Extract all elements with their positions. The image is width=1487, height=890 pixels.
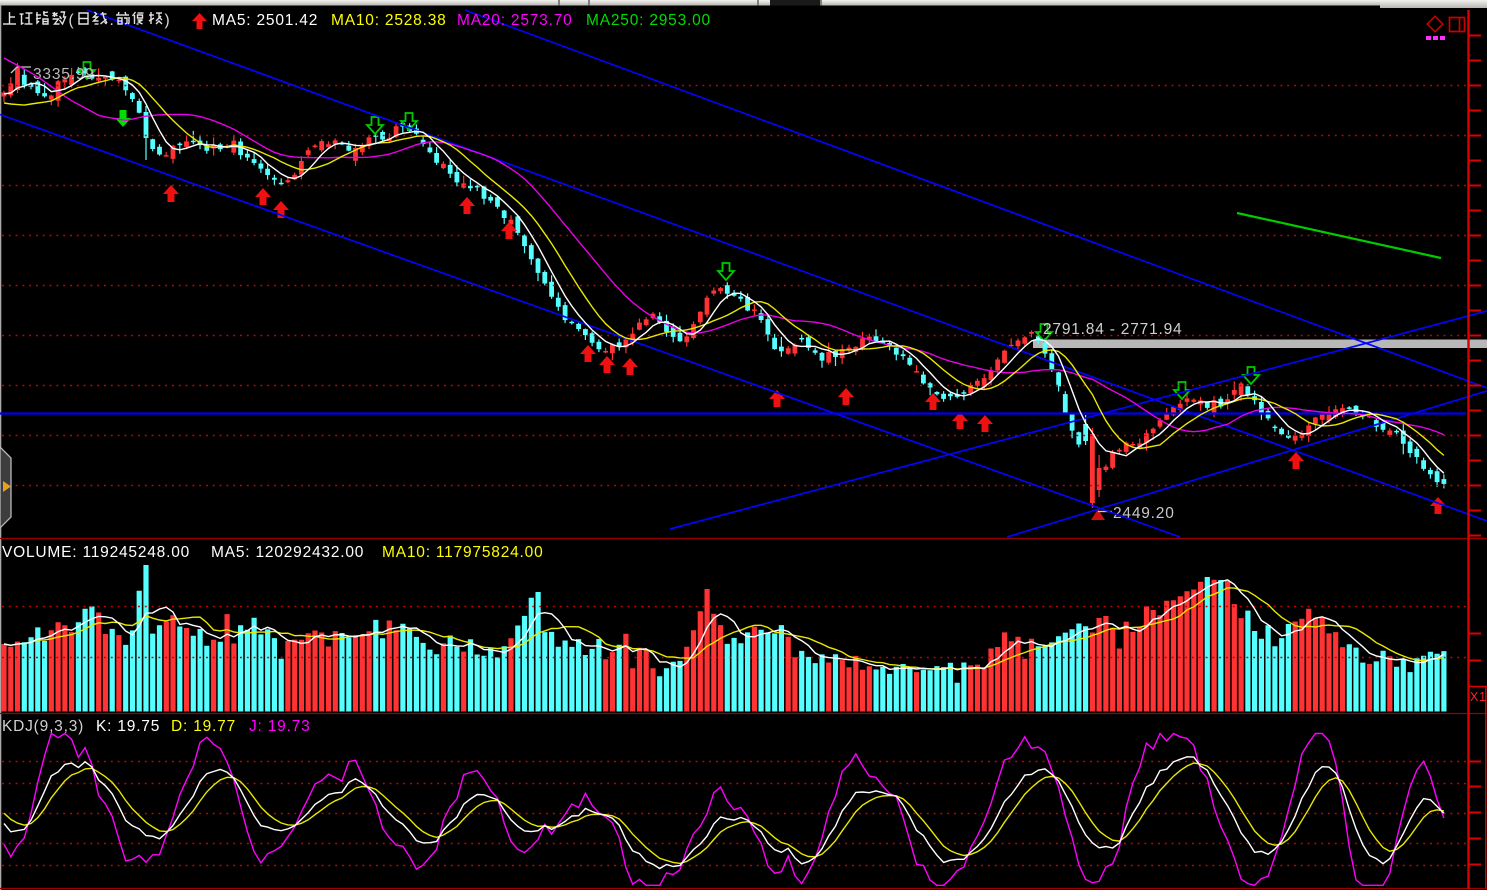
svg-text:(: ( <box>69 12 75 29</box>
svg-text:MA10: 117975824.00: MA10: 117975824.00 <box>382 544 543 561</box>
svg-text:): ) <box>165 12 171 29</box>
svg-text:2791.84 - 2771.94: 2791.84 - 2771.94 <box>1043 321 1182 338</box>
svg-text:J: 19.73: J: 19.73 <box>249 718 311 735</box>
svg-text:VOLUME: 119245248.00: VOLUME: 119245248.00 <box>2 544 190 561</box>
svg-text:2449.20: 2449.20 <box>1113 505 1175 522</box>
svg-text:3335.99: 3335.99 <box>33 66 95 83</box>
svg-text:KDJ(9,3,3): KDJ(9,3,3) <box>2 718 84 735</box>
svg-text:MA10: 2528.38: MA10: 2528.38 <box>331 12 447 29</box>
svg-text:MA20: 2573.70: MA20: 2573.70 <box>457 12 573 29</box>
svg-text:.: . <box>110 12 115 29</box>
svg-text:MA5: 120292432.00: MA5: 120292432.00 <box>211 544 364 561</box>
svg-text:MA5: 2501.42: MA5: 2501.42 <box>212 12 318 29</box>
svg-text:K: 19.75: K: 19.75 <box>96 718 160 735</box>
svg-text:X1: X1 <box>1470 690 1487 704</box>
svg-text:MA250: 2953.00: MA250: 2953.00 <box>586 12 711 29</box>
svg-text:D: 19.77: D: 19.77 <box>171 718 236 735</box>
